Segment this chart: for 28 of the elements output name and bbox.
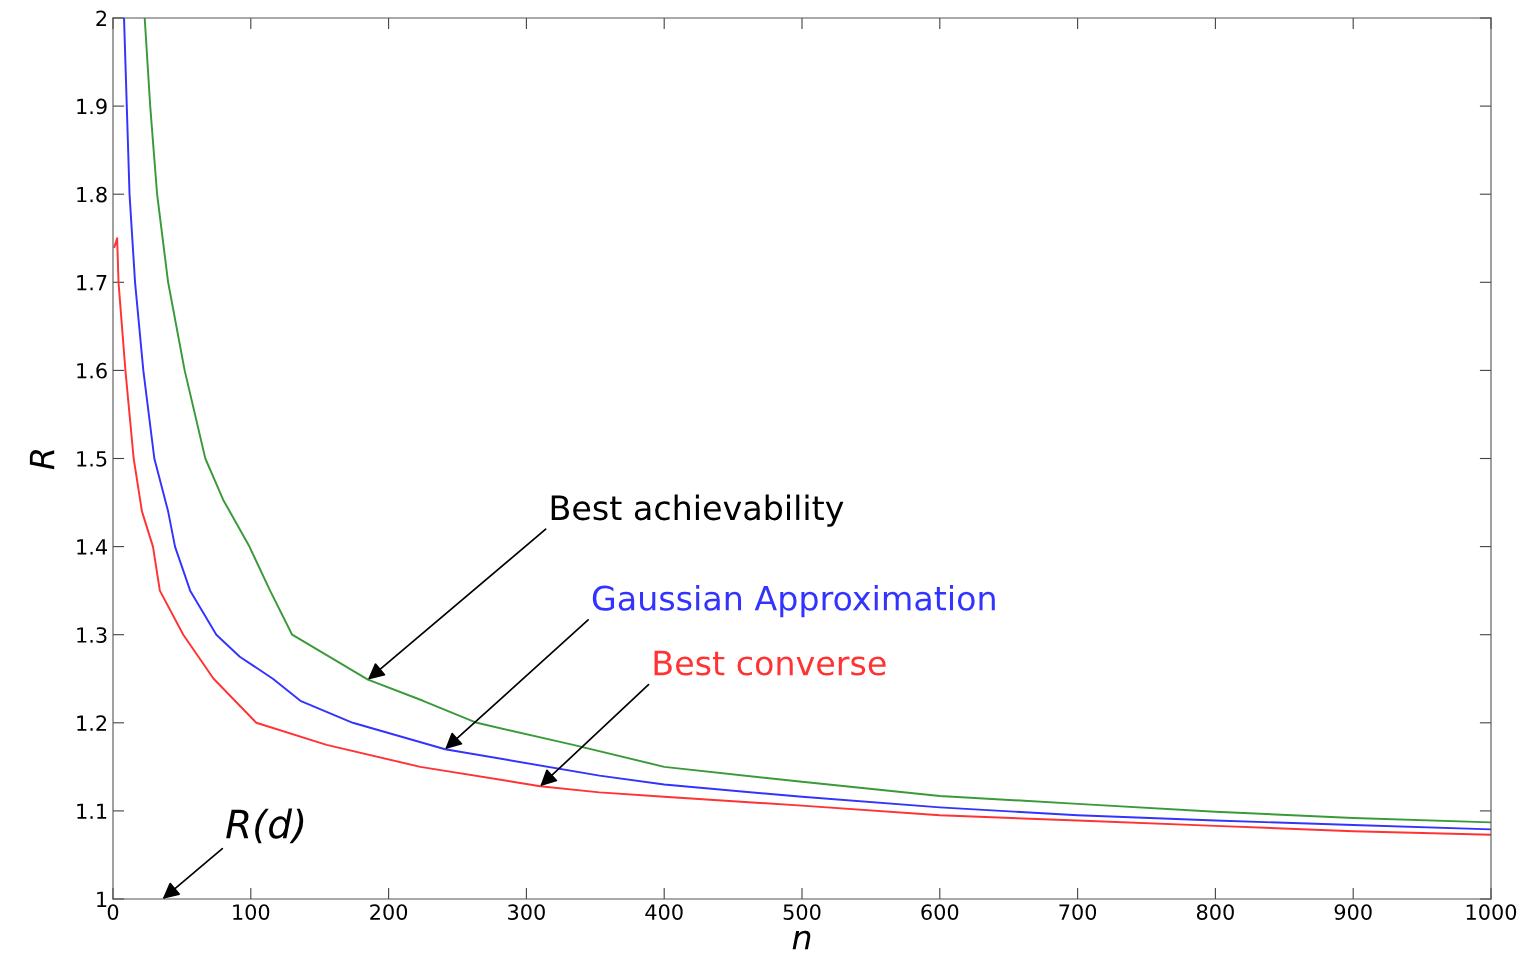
- x-tick-label: 100: [233, 904, 270, 920]
- y-tick-label: 1.9: [77, 98, 107, 115]
- y-tick-label: 1.8: [77, 186, 107, 203]
- y-tick-label: 2: [96, 10, 107, 26]
- x-tick-label: 400: [645, 904, 683, 920]
- y-tick-label: 1: [97, 891, 107, 907]
- x-tick-label: 900: [1334, 904, 1372, 920]
- x-tick-label: 200: [370, 904, 408, 920]
- x-tick-label: 800: [1196, 904, 1234, 920]
- y-tick-label: 1.4: [77, 539, 107, 555]
- x-tick-label: 1000: [1466, 904, 1517, 920]
- x-tick-label: 600: [921, 904, 959, 920]
- annotation: Best achievability: [551, 494, 844, 527]
- annotation: Best converse: [654, 650, 886, 676]
- x-tick-label: 0: [107, 904, 119, 920]
- x-tick-label: 700: [1059, 904, 1097, 920]
- x-tick-label: 300: [508, 904, 545, 920]
- y-axis-title: R: [29, 450, 55, 470]
- y-tick-label: 1.7: [77, 275, 107, 291]
- y-tick-label: 1.6: [77, 362, 107, 379]
- x-tick-label: 500: [783, 904, 821, 920]
- y-tick-label: 1.2: [77, 715, 107, 731]
- annotation: Gaussian Approximation: [592, 585, 995, 618]
- x-axis-title: n: [792, 930, 811, 950]
- y-tick-label: 1.5: [77, 451, 107, 467]
- y-tick-label: 1.1: [77, 803, 107, 819]
- annotation: R(d): [226, 808, 304, 844]
- y-tick-label: 1.3: [77, 627, 107, 643]
